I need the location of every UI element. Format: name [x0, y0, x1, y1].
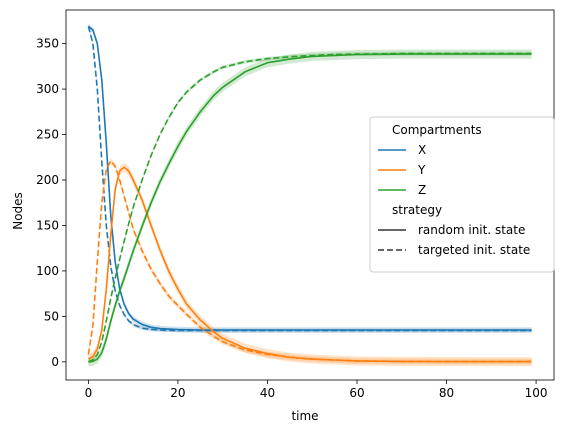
confidence-bands — [88, 23, 532, 367]
series-line-x-targeted — [87, 26, 532, 332]
series-line-z-random — [88, 53, 532, 363]
y-tick-label: 200 — [36, 173, 59, 187]
y-tick-label: 150 — [36, 218, 59, 232]
legend-title-strategy: strategy — [392, 203, 442, 217]
legend-label-x: X — [418, 143, 426, 157]
legend-title-compartments: Compartments — [392, 123, 482, 137]
x-tick-label: 60 — [349, 386, 364, 400]
series-lines — [87, 25, 532, 363]
x-axis-label: time — [291, 409, 318, 423]
y-axis-label: Nodes — [11, 192, 25, 230]
x-tick-label: 20 — [170, 386, 185, 400]
band-y-random — [88, 162, 532, 367]
legend-label-solid: random init. state — [418, 223, 525, 237]
legend-label-dashed: targeted init. state — [418, 243, 530, 257]
legend-label-y: Y — [417, 163, 426, 177]
x-tick-label: 40 — [260, 386, 275, 400]
y-tick-label: 350 — [36, 37, 59, 51]
series-line-z-targeted — [88, 52, 532, 363]
y-tick-label: 0 — [51, 355, 59, 369]
y-tick-label: 300 — [36, 82, 59, 96]
x-tick-label: 80 — [439, 386, 454, 400]
x-tick-label: 100 — [525, 386, 548, 400]
x-tick-label: 0 — [85, 386, 93, 400]
series-line-x-random — [87, 25, 532, 331]
y-tick-label: 250 — [36, 128, 59, 142]
y-tick-label: 100 — [36, 264, 59, 278]
legend-label-z: Z — [418, 183, 426, 197]
series-line-y-targeted — [87, 160, 532, 363]
legend-box — [369, 116, 555, 273]
y-tick-label: 50 — [44, 309, 59, 323]
